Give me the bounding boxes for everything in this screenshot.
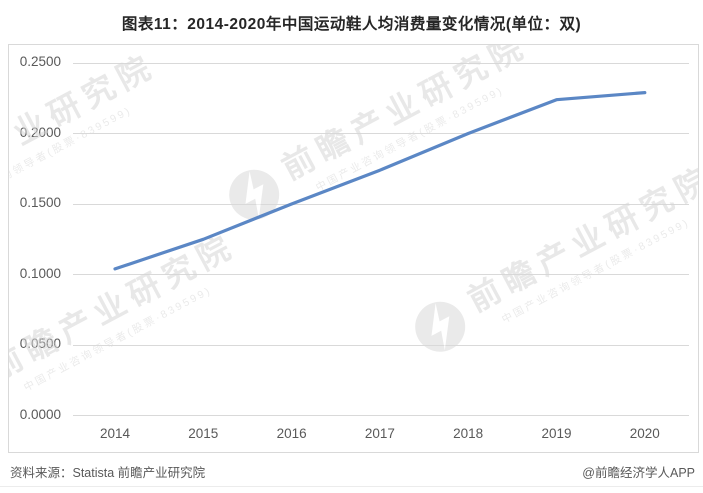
- x-tick-label: 2014: [99, 426, 131, 441]
- y-tick-label: 0.0500: [19, 336, 61, 351]
- bottom-divider: [0, 486, 703, 487]
- x-tick-label: 2018: [453, 426, 484, 441]
- x-tick-label: 2015: [188, 426, 219, 441]
- gridline: [73, 415, 689, 416]
- y-tick-label: 0.2500: [19, 54, 61, 69]
- y-tick-label: 0.0000: [19, 406, 61, 422]
- gridline: [73, 274, 689, 275]
- data-line: [113, 90, 647, 271]
- gridline: [73, 133, 689, 134]
- page-title: 图表11：2014-2020年中国运动鞋人均消费量变化情况(单位：双): [121, 16, 582, 33]
- chart-area: 前瞻产业研究院 中国产业咨询领导者(股票·839599) 前瞻产业研究院 中国产…: [8, 44, 699, 453]
- gridline: [73, 203, 689, 205]
- y-tick-label: 0.1500: [19, 195, 61, 210]
- gridline: [73, 344, 689, 346]
- x-tick-label: 2019: [541, 426, 572, 441]
- line-chart-svg: [113, 90, 647, 271]
- source-note: 资料来源：Statista 前瞻产业研究院: [10, 466, 206, 480]
- gridline: [73, 62, 689, 64]
- x-tick-label: 2020: [629, 426, 660, 441]
- x-tick-label: 2016: [276, 426, 307, 441]
- y-tick-label: 0.2000: [19, 124, 61, 140]
- credit-note: @前瞻经济学人APP: [582, 466, 695, 480]
- y-tick-label: 0.1000: [19, 265, 61, 281]
- x-tick-label: 2017: [364, 426, 395, 441]
